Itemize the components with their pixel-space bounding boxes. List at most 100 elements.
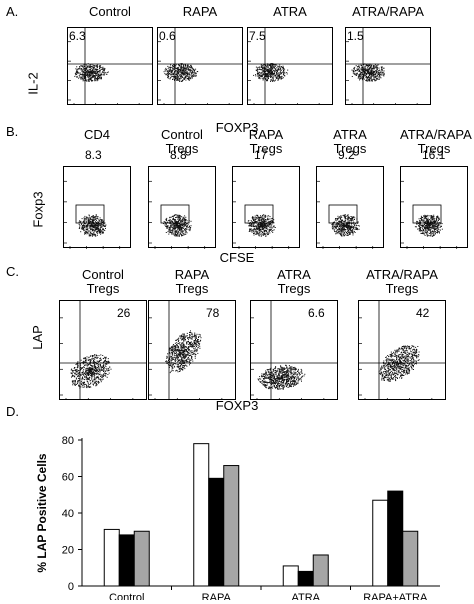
x-tick-label: RAPA xyxy=(202,592,232,600)
cell-event-cloud xyxy=(257,364,306,390)
percentage-label: 78 xyxy=(206,306,220,320)
panel-b-plot: RAPA Tregs 17 xyxy=(232,127,300,249)
cell-event-cloud xyxy=(165,330,202,374)
panel-c-ylabel: LAP xyxy=(29,325,45,350)
bar xyxy=(402,530,419,587)
plot-title: CD4 xyxy=(83,127,110,142)
panel-a-plot: ATRA 7.5 xyxy=(247,5,333,105)
plot-title: ATRA/RAPA Tregs xyxy=(400,127,472,156)
bar xyxy=(297,570,314,587)
y-tick-label: 60 xyxy=(62,472,74,484)
panel-b-plot: ATRA/RAPA Tregs 16.1 xyxy=(400,127,472,249)
gate-box xyxy=(75,204,105,224)
plot-title: Control Tregs xyxy=(82,267,124,296)
plot-title: ATRA/RAPA xyxy=(352,4,424,19)
panel-a-letter: A. xyxy=(6,4,19,19)
plot-title: Control xyxy=(89,4,131,19)
gate-box xyxy=(244,204,274,224)
bar xyxy=(312,554,329,587)
plot-title: RAPA xyxy=(182,4,218,19)
scatter-plot xyxy=(358,300,446,400)
cell-event-cloud xyxy=(351,63,385,82)
percentage-label: 42 xyxy=(416,306,430,320)
bar xyxy=(193,443,210,587)
plot-title: ATRA/RAPA Tregs xyxy=(366,267,438,296)
x-tick-label: RAPA+ATRA xyxy=(363,592,428,600)
percentage-label: 8.3 xyxy=(85,148,102,162)
percentage-label: 9.2 xyxy=(338,148,355,162)
scatter-plot xyxy=(63,166,131,249)
panel-a-plot: ATRA/RAPA 1.5 xyxy=(345,5,431,105)
scatter-plot xyxy=(316,166,384,249)
panel-c-plot: ATRA/RAPA Tregs 42 xyxy=(358,268,446,400)
cell-event-cloud xyxy=(253,63,289,82)
scatter-plot xyxy=(157,27,243,105)
cell-event-cloud xyxy=(247,214,276,237)
bar xyxy=(103,528,120,587)
scatter-plot xyxy=(59,300,147,400)
bar xyxy=(372,499,389,587)
panel-d-letter: D. xyxy=(6,404,19,419)
scatter-plot xyxy=(247,27,333,105)
scatter-plot xyxy=(250,300,338,400)
bar xyxy=(118,534,135,587)
cell-event-cloud xyxy=(414,214,443,237)
percentage-label: 6.6 xyxy=(308,306,325,320)
panel-c-plot: Control Tregs 26 xyxy=(59,268,147,400)
plot-title: Control Tregs xyxy=(161,127,203,156)
cell-event-cloud xyxy=(78,214,107,237)
panel-c-xlabel: FOXP3 xyxy=(215,398,259,413)
cell-event-cloud xyxy=(331,214,360,237)
bar xyxy=(223,465,240,587)
scatter-plot xyxy=(345,27,431,105)
cell-event-cloud xyxy=(378,345,420,382)
panel-b-plot: Control Tregs 8.8 xyxy=(148,127,216,249)
x-tick-label: Control xyxy=(109,592,144,600)
panel-a-xlabel: FOXP3 xyxy=(215,120,259,135)
percentage-label: 6.3 xyxy=(69,29,86,43)
bar xyxy=(133,530,150,587)
y-tick-label: 80 xyxy=(62,435,74,447)
panel-a-plot: RAPA 0.6 xyxy=(157,5,243,105)
percentage-label: 16.1 xyxy=(422,148,446,162)
percentage-label: 8.8 xyxy=(170,148,187,162)
x-tick-label: ATRA xyxy=(291,592,320,600)
gate-box xyxy=(412,204,442,224)
panel-b-plot: ATRA Tregs 9.2 xyxy=(316,127,384,249)
scatter-plot xyxy=(148,166,216,249)
panel-b-letter: B. xyxy=(6,124,19,139)
percentage-label: 17 xyxy=(254,148,268,162)
percentage-label: 7.5 xyxy=(249,29,266,43)
bar-chart: 0 20 40 60 80 % LAP Positive Cells Control RAPA… xyxy=(35,435,440,600)
plot-title: ATRA xyxy=(273,4,307,19)
panel-c-letter: C. xyxy=(6,264,19,279)
y-tick-label: 0 xyxy=(68,581,74,593)
panel-b-ylabel: Foxp3 xyxy=(30,191,46,228)
cell-event-cloud xyxy=(163,63,199,82)
percentage-label: 0.6 xyxy=(159,29,176,43)
bar xyxy=(282,565,299,587)
scatter-plot xyxy=(148,300,236,400)
panel-c-plot: RAPA Tregs 78 xyxy=(148,268,236,400)
y-axis-title: % LAP Positive Cells xyxy=(35,453,49,572)
y-tick-label: 40 xyxy=(62,508,74,520)
percentage-label: 1.5 xyxy=(347,29,364,43)
plot-title: ATRA Tregs xyxy=(277,267,311,296)
plot-title: ATRA Tregs xyxy=(333,127,367,156)
gate-box xyxy=(328,204,358,224)
plot-title: RAPA Tregs xyxy=(174,267,210,296)
scatter-plot xyxy=(67,27,153,105)
gate-box xyxy=(160,204,190,224)
panel-a-ylabel: IL-2 xyxy=(25,72,41,95)
cell-event-cloud xyxy=(70,354,112,389)
plot-title: RAPA Tregs xyxy=(248,127,284,156)
panel-b-xlabel: CFSE xyxy=(219,250,255,265)
scatter-plot xyxy=(400,166,468,249)
cell-event-cloud xyxy=(74,63,109,82)
panel-c-plot: ATRA Tregs 6.6 xyxy=(250,268,338,400)
y-tick-label: 20 xyxy=(62,545,74,557)
cell-event-cloud xyxy=(163,214,192,237)
bar xyxy=(208,477,225,587)
scatter-plot xyxy=(232,166,300,249)
panel-b-plot: CD4 8.3 xyxy=(63,127,131,249)
